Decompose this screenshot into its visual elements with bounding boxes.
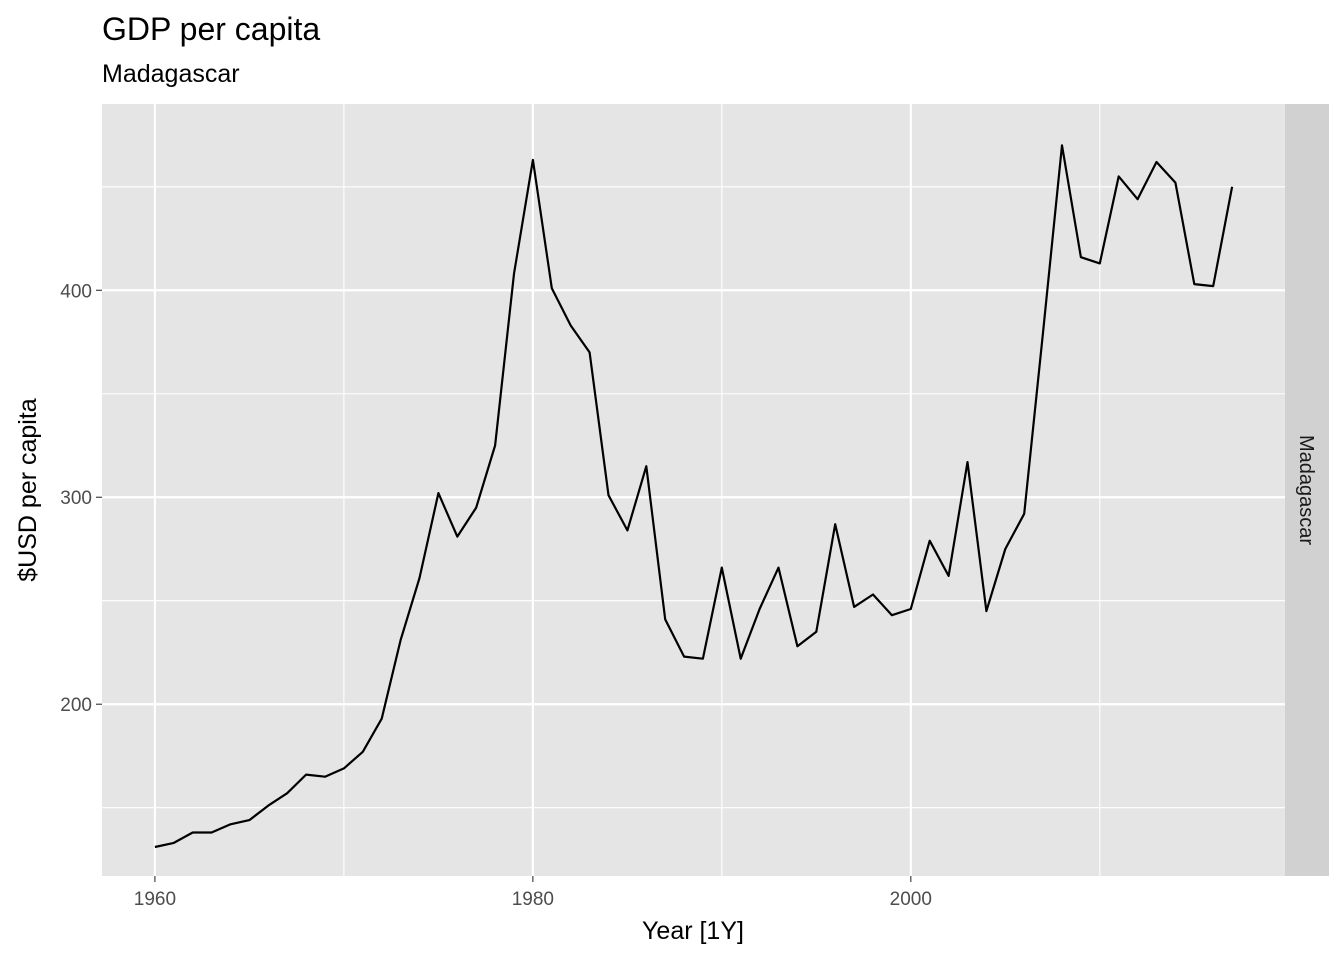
facet-strip — [1285, 104, 1329, 876]
x-axis-title: Year [1Y] — [642, 917, 744, 945]
facet-strip-label: Madagascar — [1295, 435, 1317, 545]
y-tick-labels: 200 300 400 — [60, 281, 92, 716]
axis-ticks — [96, 289, 912, 882]
y-tick-label-400: 400 — [60, 281, 92, 302]
x-tick-labels: 1960 1980 2000 — [134, 889, 932, 910]
grid-major-lines — [102, 104, 1285, 876]
series-line-gdp — [154, 144, 1234, 849]
chart-title: GDP per capita — [102, 11, 320, 47]
y-tick-label-300: 300 — [60, 488, 92, 509]
plot-panel — [102, 104, 1285, 876]
y-tick-label-200: 200 — [60, 695, 92, 716]
y-axis-title: $USD per capita — [14, 398, 42, 582]
x-tick-label-2000: 2000 — [890, 889, 932, 910]
grid-minor-lines — [102, 104, 1285, 876]
x-tick-label-1960: 1960 — [134, 889, 176, 910]
x-tick-label-1980: 1980 — [512, 889, 554, 910]
chart-subtitle: Madagascar — [102, 60, 240, 88]
